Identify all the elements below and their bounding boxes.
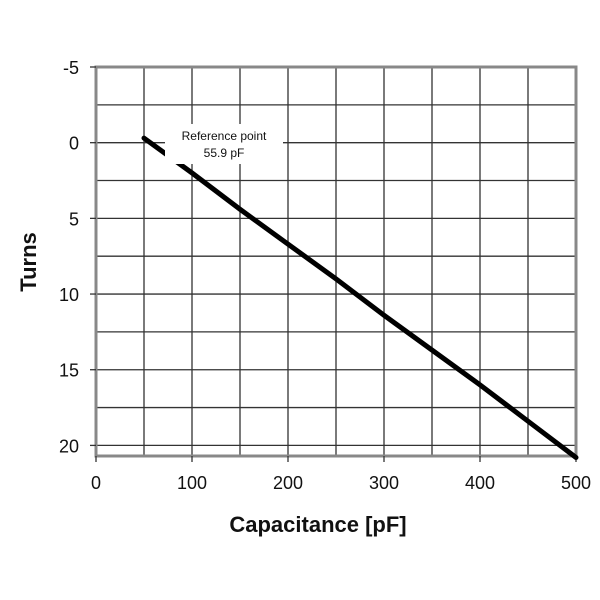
x-tick-label: 500	[561, 473, 591, 493]
y-tick-label: 0	[69, 134, 79, 154]
x-tick-label: 400	[465, 473, 495, 493]
y-tick-label: 5	[69, 209, 79, 229]
x-tick-label: 0	[91, 473, 101, 493]
annotation-line1: Reference point	[182, 129, 267, 143]
x-tick-label: 300	[369, 473, 399, 493]
y-tick-label: -5	[63, 58, 79, 78]
plot-frame	[94, 65, 578, 458]
y-tick-label: 15	[59, 361, 79, 381]
x-axis-title: Capacitance [pF]	[229, 512, 406, 537]
axis-ticks: 0 100 200 300 400 500 -5 0 5 10 15 20	[59, 58, 591, 493]
y-axis-title: Turns	[16, 232, 41, 291]
y-tick-label: 10	[59, 285, 79, 305]
annotation-line2: 55.9 pF	[204, 146, 245, 160]
y-tick-label: 20	[59, 436, 79, 456]
x-tick-label: 200	[273, 473, 303, 493]
x-tick-label: 100	[177, 473, 207, 493]
data-line	[141, 135, 579, 461]
annotation-box	[165, 124, 283, 164]
